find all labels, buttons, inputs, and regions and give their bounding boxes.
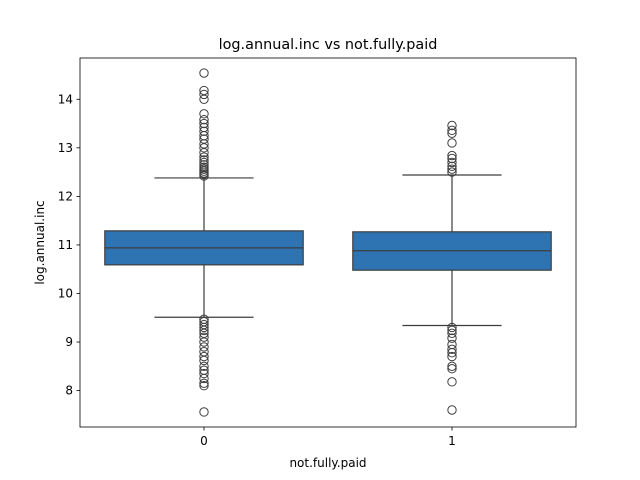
outlier-point <box>447 377 457 387</box>
outlier-point <box>199 162 209 172</box>
outlier-point <box>447 328 457 338</box>
outlier-point <box>199 94 209 104</box>
outlier-point <box>447 120 457 131</box>
outlier-point <box>447 405 457 415</box>
outlier-point <box>447 322 457 333</box>
outlier-point <box>199 337 209 347</box>
outlier-point <box>447 128 457 138</box>
outlier-point <box>199 114 209 125</box>
outlier-point <box>447 361 457 372</box>
outlier-point <box>199 109 209 119</box>
y-tick-label: 13 <box>58 141 73 155</box>
outlier-point <box>447 161 457 171</box>
outlier-point <box>199 122 209 133</box>
outlier-point <box>199 378 209 389</box>
y-axis-label: log.annual.inc <box>33 200 47 284</box>
outlier-point <box>447 153 457 164</box>
outlier-point <box>199 160 209 170</box>
y-tick-label: 9 <box>65 335 73 349</box>
outlier-point <box>447 150 457 161</box>
outlier-point <box>447 339 457 350</box>
outlier-point <box>199 134 209 144</box>
outlier-point <box>199 322 209 333</box>
outlier-point <box>199 347 209 357</box>
box-group-0 <box>104 68 304 417</box>
chart-title: log.annual.inc vs not.fully.paid <box>219 37 438 53</box>
outlier-point <box>447 344 457 355</box>
y-tick-label: 8 <box>65 384 73 398</box>
y-tick-label: 14 <box>58 92 73 106</box>
outlier-point <box>447 351 457 362</box>
outlier-point <box>447 138 457 148</box>
y-tick-label: 12 <box>58 189 73 203</box>
outlier-point <box>199 68 209 78</box>
x-tick-label: 0 <box>200 434 208 448</box>
y-tick-label: 11 <box>58 238 73 252</box>
outlier-point <box>199 381 209 391</box>
outlier-point <box>199 118 209 129</box>
outlier-point <box>199 373 209 384</box>
outlier-point <box>199 325 209 336</box>
outlier-point <box>447 348 457 358</box>
outlier-point <box>447 167 457 177</box>
outlier-point <box>199 361 209 372</box>
outlier-point <box>199 152 209 162</box>
outlier-point <box>199 332 209 342</box>
outlier-point <box>447 125 457 136</box>
outlier-point <box>447 364 457 374</box>
outlier-point <box>199 351 209 362</box>
outlier-point <box>199 157 209 168</box>
box-group-1 <box>352 120 552 415</box>
outlier-point <box>447 157 457 168</box>
outlier-point <box>199 342 209 352</box>
outlier-point <box>199 126 209 137</box>
outlier-point <box>199 89 209 100</box>
outlier-point <box>447 333 457 343</box>
outlier-point <box>199 407 209 417</box>
plot-area <box>104 68 552 417</box>
outlier-point <box>199 355 209 366</box>
outlier-point <box>447 164 457 174</box>
outlier-point <box>199 368 209 379</box>
outlier-point <box>199 85 209 96</box>
x-tick-label: 1 <box>448 434 456 448</box>
outlier-point <box>199 155 209 165</box>
x-axis-label: not.fully.paid <box>289 456 366 470</box>
axes-frame <box>79 57 577 428</box>
outlier-point <box>447 325 457 336</box>
y-tick-label: 10 <box>58 286 73 300</box>
y-axis: 8 9 10 11 12 13 14 <box>58 92 80 398</box>
